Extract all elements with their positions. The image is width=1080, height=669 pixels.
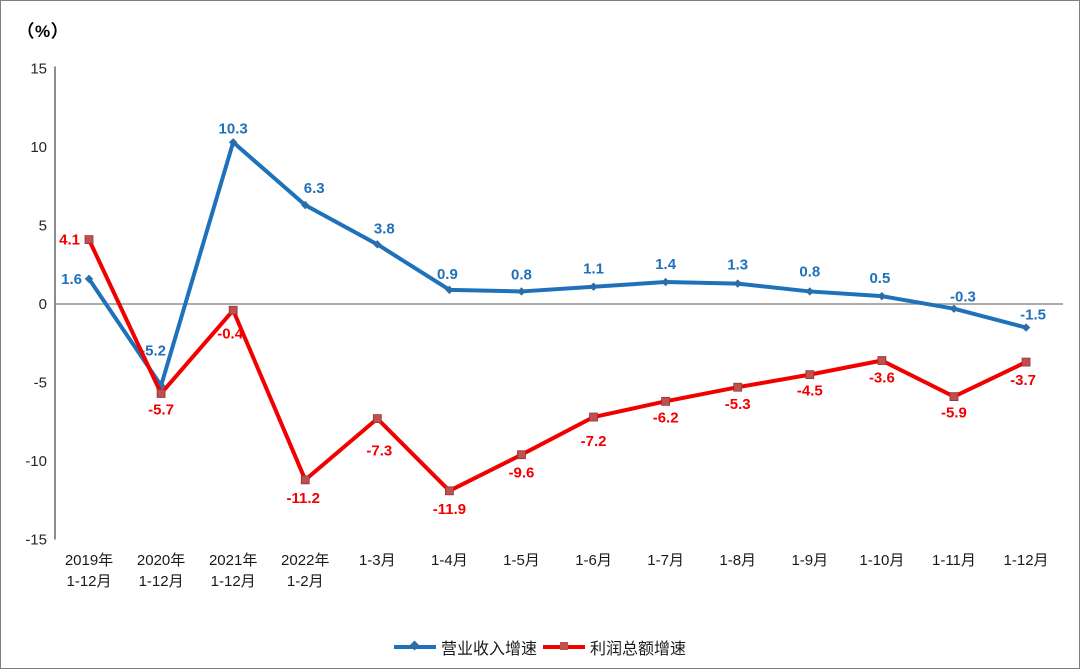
data-label: 1.6 — [61, 271, 82, 288]
data-label: -5.7 — [148, 401, 174, 418]
x-category-label: 1-9月 — [791, 552, 828, 569]
data-label: 1.4 — [655, 256, 677, 273]
data-point-marker — [733, 279, 742, 288]
legend-item-revenue: 营业收入增速 — [393, 635, 537, 659]
data-point-marker — [589, 412, 598, 422]
y-tick-label: -15 — [25, 532, 47, 549]
y-tick-label: 0 — [39, 296, 47, 313]
data-label: 10.3 — [219, 120, 248, 137]
legend-square-marker-icon — [560, 642, 568, 650]
legend-label: 营业收入增速 — [440, 641, 537, 658]
data-label: 0.9 — [437, 266, 458, 283]
data-point-marker — [372, 414, 382, 424]
x-category-label: 1-2月 — [287, 573, 324, 590]
legend-item-profit: 利润总额增速 — [543, 635, 686, 659]
data-point-marker — [949, 392, 959, 402]
x-category-label: 1-8月 — [719, 552, 756, 569]
data-point-marker — [589, 282, 598, 291]
data-point-marker — [301, 200, 310, 210]
x-category-label: 1-6月 — [575, 552, 612, 569]
data-label: -7.2 — [581, 433, 607, 450]
y-tick-label: -10 — [25, 453, 47, 470]
y-tick-label: 5 — [39, 218, 47, 235]
data-label: 4.1 — [59, 232, 80, 249]
data-point-marker — [84, 274, 94, 284]
data-label: -11.9 — [433, 501, 466, 518]
y-tick-label: 15 — [30, 61, 47, 78]
data-point-marker — [661, 277, 670, 287]
x-category-label: 2019年 — [65, 552, 113, 569]
data-label: -0.3 — [950, 289, 976, 306]
data-label: 0.8 — [799, 263, 820, 280]
data-point-marker — [444, 486, 454, 496]
x-category-label: 1-12月 — [211, 573, 256, 590]
y-tick-label: 10 — [30, 139, 47, 156]
data-point-marker — [228, 305, 238, 315]
data-label: 6.3 — [304, 180, 325, 197]
x-category-label: 1-12月 — [1004, 552, 1049, 569]
data-label: -5.9 — [941, 405, 967, 422]
series-line-revenue — [87, 140, 1029, 388]
data-point-marker — [805, 287, 814, 296]
data-point-marker — [156, 389, 166, 398]
data-point-marker — [517, 287, 526, 296]
data-point-marker — [733, 382, 743, 392]
x-category-label: 1-7月 — [647, 552, 684, 569]
data-label: -4.5 — [797, 383, 823, 400]
data-label: -3.6 — [869, 370, 895, 387]
data-label: -7.3 — [366, 443, 392, 460]
x-category-label: 1-3月 — [359, 552, 396, 569]
data-point-marker — [661, 396, 671, 406]
legend-label: 利润总额增速 — [590, 641, 687, 658]
data-point-marker — [877, 291, 887, 301]
x-category-label: 1-12月 — [139, 573, 184, 590]
data-label: -0.4 — [217, 325, 244, 342]
data-label: 1.3 — [727, 257, 748, 274]
x-category-label: 1-12月 — [66, 573, 111, 590]
data-label: -3.7 — [1010, 372, 1036, 389]
data-label: -5.3 — [725, 396, 751, 413]
chart-legend: 营业收入增速 利润总额增速 — [1, 635, 1079, 659]
data-label: -11.2 — [287, 490, 320, 507]
data-point-marker — [84, 235, 94, 245]
x-category-label: 2022年 — [281, 552, 329, 569]
data-label: 1.1 — [583, 261, 604, 278]
data-point-marker — [949, 304, 959, 313]
data-point-marker — [805, 370, 815, 380]
data-point-marker — [1021, 357, 1031, 367]
data-point-marker — [1021, 323, 1031, 332]
data-label: -1.5 — [1020, 307, 1046, 324]
data-label: 3.8 — [374, 220, 395, 237]
x-category-label: 1-11月 — [932, 552, 976, 569]
x-category-label: 2020年 — [137, 552, 185, 569]
data-point-marker — [877, 356, 887, 365]
data-label: -9.6 — [509, 465, 535, 482]
data-point-marker — [517, 450, 526, 460]
data-point-marker — [300, 475, 310, 485]
data-label: 0.8 — [511, 266, 532, 283]
series-line-profit — [87, 237, 1029, 493]
x-category-label: 2021年 — [209, 552, 257, 569]
data-label: -6.2 — [653, 409, 679, 426]
data-label: -5.2 — [140, 343, 166, 360]
data-point-marker — [373, 240, 382, 249]
x-category-label: 1-5月 — [503, 552, 540, 569]
data-point-marker — [445, 285, 454, 295]
y-tick-label: -5 — [34, 375, 47, 392]
x-category-label: 1-4月 — [431, 552, 468, 569]
legend-diamond-marker-icon — [409, 640, 420, 651]
x-category-label: 1-10月 — [859, 552, 904, 569]
y-axis-unit-label: （%） — [17, 22, 70, 41]
data-point-marker — [228, 138, 238, 147]
data-label: 0.5 — [869, 270, 890, 287]
legend-line-swatch — [543, 642, 585, 650]
legend-line-swatch — [393, 640, 436, 651]
